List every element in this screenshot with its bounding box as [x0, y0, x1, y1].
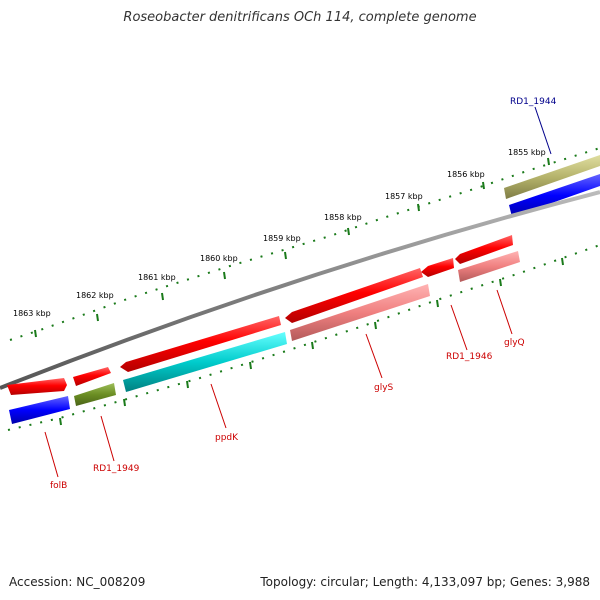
inner-ruler-dots	[7, 244, 600, 431]
leader-ppdk	[210, 383, 227, 429]
label-rd1-1944[interactable]: RD1_1944	[510, 97, 557, 107]
label-folb[interactable]: folB	[50, 481, 67, 491]
feature-glys-upper[interactable]	[285, 268, 423, 323]
feature-rd1-1944-bar[interactable]	[504, 155, 600, 199]
cds-row-upper	[7, 235, 513, 395]
ruler-label-1861: 1861 kbp	[138, 273, 176, 282]
feature-glyq-upper[interactable]	[455, 235, 513, 264]
label-glyq[interactable]: glyQ	[504, 338, 525, 348]
label-rd1-1949[interactable]: RD1_1949	[93, 464, 140, 474]
feature-rd1-1949-lower[interactable]	[74, 383, 116, 406]
label-rd1-1946[interactable]: RD1_1946	[446, 352, 493, 362]
gene-label-rd1-1946[interactable]: RD1_1946	[446, 304, 493, 362]
feature-glyq-lower[interactable]	[458, 251, 520, 282]
ruler-label-1856: 1856 kbp	[447, 170, 485, 179]
feature-ppdk-lower[interactable]	[123, 332, 287, 392]
leader-glyq	[496, 289, 513, 335]
feature-glys-lower[interactable]	[290, 284, 430, 341]
gene-label-rd1-1944[interactable]: RD1_1944	[510, 97, 557, 155]
feature-blue-top[interactable]	[509, 174, 600, 217]
feature-folb-upper[interactable]	[7, 378, 67, 395]
feature-blue-top-bar[interactable]	[509, 174, 600, 217]
leader-rd1-1946	[450, 304, 468, 351]
cds-row-lower	[9, 251, 520, 424]
inner-ruler-major-ticks	[59, 257, 564, 426]
gene-label-glys[interactable]: glyS	[365, 333, 394, 393]
outer-ruler-major-ticks	[34, 157, 550, 338]
feature-rd1-1944[interactable]	[504, 155, 600, 199]
leader-glys	[365, 333, 383, 379]
gene-label-glyq[interactable]: glyQ	[496, 289, 525, 348]
ruler-label-1859: 1859 kbp	[263, 234, 301, 243]
gene-label-folb[interactable]: folB	[44, 431, 67, 491]
ruler-label-1857: 1857 kbp	[385, 192, 423, 201]
feature-ppdk-upper[interactable]	[120, 316, 281, 372]
ruler-label-1862: 1862 kbp	[76, 291, 114, 300]
ruler-label-1860: 1860 kbp	[200, 254, 238, 263]
feature-rd1-1949-upper[interactable]	[73, 367, 111, 386]
ruler-label-1855: 1855 kbp	[508, 148, 546, 157]
label-glys[interactable]: glyS	[374, 383, 394, 393]
outer-ruler: 1855 kbp 1856 kbp 1857 kbp 1858 kbp 1859…	[9, 147, 600, 341]
genome-summary-text: Topology: circular; Length: 4,133,097 bp…	[260, 575, 590, 589]
leader-rd1-1944	[534, 106, 552, 155]
map-title: Roseobacter denitrificans OCh 114, compl…	[123, 10, 477, 25]
label-ppdk[interactable]: ppdK	[215, 433, 239, 443]
accession-text: Accession: NC_008209	[9, 575, 146, 589]
gene-label-rd1-1949[interactable]: RD1_1949	[93, 415, 140, 474]
leader-rd1-1949	[100, 415, 115, 462]
feature-rd1-1946-upper[interactable]	[421, 258, 454, 277]
ruler-label-1863: 1863 kbp	[13, 309, 51, 318]
feature-folb-lower[interactable]	[9, 396, 70, 424]
ruler-label-1858: 1858 kbp	[324, 213, 362, 222]
leader-folb	[44, 431, 59, 478]
genome-backbone	[0, 190, 600, 390]
gene-label-ppdk[interactable]: ppdK	[210, 383, 239, 443]
